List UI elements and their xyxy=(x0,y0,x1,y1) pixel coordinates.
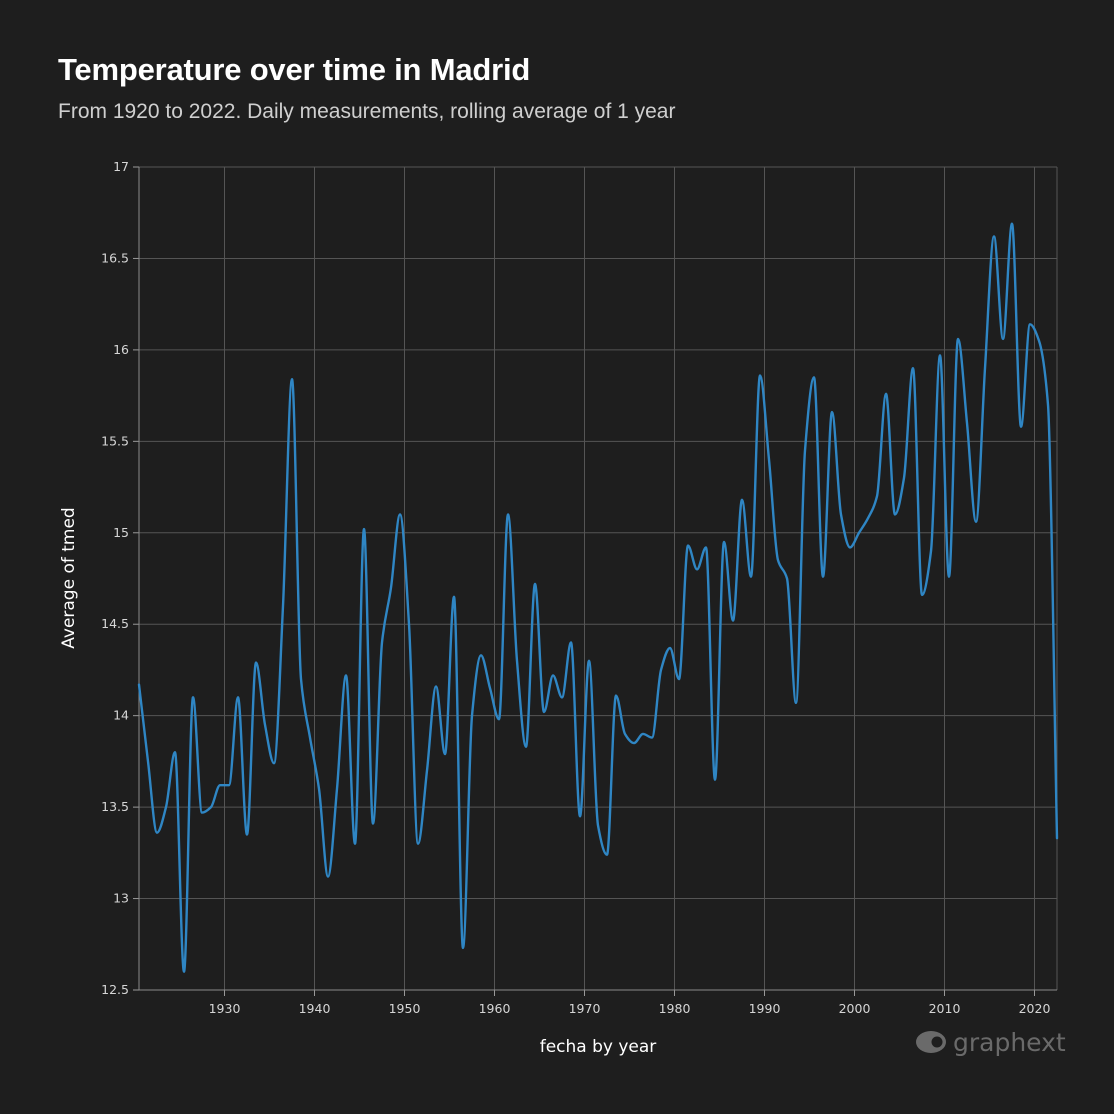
y-tick-label: 17 xyxy=(113,159,129,174)
y-tick-label: 14.5 xyxy=(101,616,129,631)
y-tick-label: 14 xyxy=(113,708,129,723)
graphext-logo-icon xyxy=(916,1031,946,1053)
y-tick-label: 16 xyxy=(113,342,129,357)
x-tick-label: 1950 xyxy=(389,1001,421,1016)
grid-layer xyxy=(139,166,1057,991)
y-axis-label: Average of tmed xyxy=(59,507,79,648)
y-tick-label: 15.5 xyxy=(101,433,129,448)
graphext-logo-text: graphext xyxy=(953,1028,1066,1057)
y-tick-label: 13 xyxy=(113,891,129,906)
x-axis-label: fecha by year xyxy=(540,1037,657,1057)
x-tick-label: 2000 xyxy=(839,1001,871,1016)
axis-layer: 12.5 13 13.5 14 14.5 15 15.5 16 16.5 17 1930 1940 19… xyxy=(101,159,1058,1016)
y-tick-label: 15 xyxy=(113,525,129,540)
graphext-logo: graphext xyxy=(916,1028,1066,1057)
chart-subtitle: From 1920 to 2022. Daily measurements, r… xyxy=(58,100,676,123)
x-tick-label: 1930 xyxy=(209,1001,241,1016)
x-tick-label: 1990 xyxy=(749,1001,781,1016)
y-tick-label: 13.5 xyxy=(101,799,129,814)
chart-title: Temperature over time in Madrid xyxy=(58,52,531,87)
x-tick-label: 2020 xyxy=(1019,1001,1051,1016)
series-layer xyxy=(137,222,1059,973)
y-tick-label: 16.5 xyxy=(101,250,129,265)
x-tick-label: 1940 xyxy=(299,1001,331,1016)
x-tick-label: 1960 xyxy=(479,1001,511,1016)
x-tick-label: 2010 xyxy=(929,1001,961,1016)
y-tick-label: 12.5 xyxy=(101,982,129,997)
x-tick-label: 1970 xyxy=(569,1001,601,1016)
series-line-average-of-tmed xyxy=(137,222,1059,973)
x-tick-label: 1980 xyxy=(659,1001,691,1016)
